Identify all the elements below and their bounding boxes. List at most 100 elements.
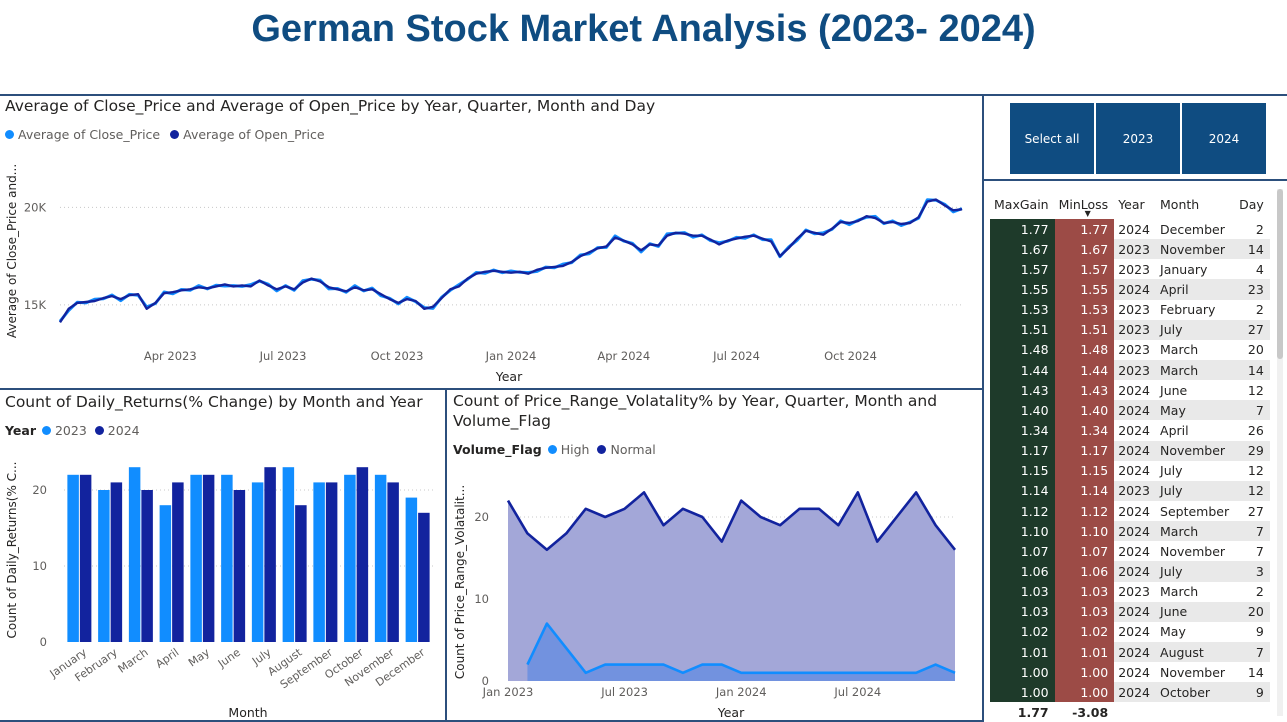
column-header-minloss[interactable]: MinLoss ▼ bbox=[1055, 189, 1115, 219]
bar-2024-june[interactable] bbox=[233, 490, 246, 642]
max-gain-min-loss-table[interactable]: MaxGain MinLoss ▼ Year Month Day 1.77 1.7… bbox=[984, 183, 1287, 722]
table-cell-year: 2024 bbox=[1118, 221, 1151, 237]
slicer-select-all-button[interactable]: Select all bbox=[1010, 103, 1094, 174]
slicer-2024-button[interactable]: 2024 bbox=[1182, 103, 1266, 174]
table-row[interactable]: 1.06 1.06 2024 July 3 bbox=[990, 561, 1270, 582]
table-row[interactable]: 1.02 1.02 2024 May 9 bbox=[990, 621, 1270, 642]
table-cell-year: 2024 bbox=[1118, 382, 1151, 398]
bar-2023-april[interactable] bbox=[159, 505, 172, 642]
table-cell-year: 2024 bbox=[1114, 601, 1157, 622]
table-row[interactable]: 1.48 1.48 2023 March 20 bbox=[990, 339, 1270, 360]
table-scrollbar[interactable] bbox=[1277, 189, 1283, 716]
bar-2023-march[interactable] bbox=[128, 467, 141, 642]
table-cell-minloss: 1.02 bbox=[1054, 621, 1115, 642]
table-row[interactable]: 1.01 1.01 2024 August 7 bbox=[990, 641, 1270, 663]
close-price-series-line[interactable] bbox=[58, 198, 963, 323]
column-header-day[interactable]: Day bbox=[1239, 196, 1264, 212]
table-cell-minloss: 1.14 bbox=[1054, 480, 1115, 501]
normal-series-line[interactable] bbox=[506, 491, 957, 552]
table-row[interactable]: 1.57 1.57 2023 January 4 bbox=[990, 259, 1270, 280]
bar-2024-april[interactable] bbox=[172, 482, 184, 642]
table-row[interactable]: 1.17 1.17 2024 November 29 bbox=[990, 440, 1270, 461]
table-row[interactable]: 1.00 1.00 2024 October 9 bbox=[990, 682, 1270, 703]
column-header-year[interactable]: Year bbox=[1118, 196, 1145, 212]
table-row[interactable]: 1.51 1.51 2023 July 27 bbox=[990, 319, 1270, 340]
bar-2024-september[interactable] bbox=[325, 482, 338, 642]
table-cell-day: 26 bbox=[1247, 422, 1264, 438]
line-y-tick-label: 20K bbox=[24, 200, 47, 214]
table-row[interactable]: 1.43 1.43 2024 June 12 bbox=[990, 380, 1270, 401]
area-x-tick-label: Jul 2024 bbox=[833, 685, 881, 699]
table-cell-day: 9 bbox=[1235, 682, 1270, 703]
bar-2024-august[interactable] bbox=[295, 505, 307, 642]
table-cell-minloss: 1.57 bbox=[1054, 259, 1115, 280]
bar-2023-july[interactable] bbox=[251, 482, 264, 642]
bar-2023-september[interactable] bbox=[313, 482, 325, 642]
table-cell-day: 20 bbox=[1235, 601, 1270, 622]
table-row[interactable]: 1.15 1.15 2024 July 12 bbox=[990, 460, 1270, 481]
line-x-tick-label: Oct 2024 bbox=[824, 349, 877, 363]
table-row[interactable]: 1.77 1.77 2024 December 2 bbox=[990, 219, 1270, 240]
table-row[interactable]: 1.03 1.03 2024 June 20 bbox=[990, 601, 1270, 622]
daily-returns-bar-chart[interactable]: Count of Daily_Returns(% Change) by Mont… bbox=[0, 390, 445, 722]
close-open-price-line-chart[interactable]: Average of Close_Price and Average of Op… bbox=[0, 96, 982, 388]
column-header-maxgain[interactable]: MaxGain bbox=[994, 196, 1049, 212]
bar-2023-august[interactable] bbox=[282, 467, 295, 642]
bar-2024-december[interactable] bbox=[418, 512, 430, 642]
table-row[interactable]: 1.12 1.12 2024 September 27 bbox=[990, 500, 1270, 522]
table-row[interactable]: 1.14 1.14 2023 July 12 bbox=[990, 480, 1270, 501]
area-legend-title: Volume_Flag bbox=[453, 442, 542, 457]
table-row[interactable]: 1.07 1.07 2024 November 7 bbox=[990, 541, 1270, 562]
table-row[interactable]: 1.67 1.67 2023 November 14 bbox=[990, 239, 1270, 260]
bar-2023-october[interactable] bbox=[344, 474, 356, 642]
bar-2023-june[interactable] bbox=[221, 474, 233, 642]
legend-label-2024[interactable]: 2024 bbox=[107, 423, 140, 438]
legend-label-close[interactable]: Average of Close_Price bbox=[18, 127, 161, 142]
open-price-series-line[interactable] bbox=[58, 198, 963, 324]
legend-label-high[interactable]: High bbox=[560, 442, 590, 457]
table-cell-month: August bbox=[1156, 641, 1236, 663]
table-cell-month: February bbox=[1160, 302, 1216, 318]
table-cell-maxgain: 1.02 bbox=[990, 621, 1055, 642]
bar-2024-february[interactable] bbox=[110, 482, 123, 642]
column-header-month[interactable]: Month bbox=[1160, 196, 1200, 212]
bar-2024-october[interactable] bbox=[356, 467, 369, 642]
table-cell-month: March bbox=[1156, 521, 1236, 542]
legend-label-normal[interactable]: Normal bbox=[610, 442, 656, 457]
table-row[interactable]: 1.55 1.55 2024 April 23 bbox=[990, 279, 1270, 300]
table-cell-year: 2024 bbox=[1118, 503, 1151, 519]
table-cell-month: October bbox=[1156, 682, 1236, 703]
bar-chart-title: Count of Daily_Returns(% Change) by Mont… bbox=[5, 393, 423, 411]
table-cell-minloss: 1.77 bbox=[1054, 219, 1115, 240]
table-cell-year: 2023 bbox=[1114, 359, 1157, 381]
bar-2024-july[interactable] bbox=[264, 467, 276, 642]
table-row[interactable]: 1.40 1.40 2024 May 7 bbox=[990, 400, 1270, 421]
table-scrollbar-thumb[interactable] bbox=[1277, 189, 1283, 359]
bar-2024-march[interactable] bbox=[141, 490, 153, 642]
bar-x-tick-label: March bbox=[116, 646, 151, 676]
bar-2023-november[interactable] bbox=[374, 474, 387, 642]
slicer-2023-button[interactable]: 2023 bbox=[1096, 103, 1180, 174]
bar-2024-january[interactable] bbox=[79, 474, 92, 642]
bar-2024-november[interactable] bbox=[387, 482, 399, 642]
bar-2023-january[interactable] bbox=[67, 474, 79, 642]
table-row[interactable]: 1.34 1.34 2024 April 26 bbox=[990, 420, 1270, 441]
volatility-area-chart[interactable]: Count of Price_Range_Volatality% by Year… bbox=[447, 390, 982, 722]
bar-2024-may[interactable] bbox=[202, 474, 215, 642]
table-cell-maxgain: 1.00 bbox=[990, 682, 1055, 703]
table-row[interactable]: 1.10 1.10 2024 March 7 bbox=[990, 521, 1270, 542]
high-series-line[interactable] bbox=[526, 622, 956, 675]
table-row[interactable]: 1.00 1.00 2024 November 14 bbox=[990, 662, 1270, 683]
legend-label-open: Average of Open_Price bbox=[183, 127, 325, 142]
bar-2023-february[interactable] bbox=[98, 490, 110, 642]
table-cell-minloss: 1.10 bbox=[1054, 521, 1115, 542]
table-cell-year: 2024 bbox=[1114, 641, 1157, 663]
table-row[interactable]: 1.44 1.44 2023 March 14 bbox=[990, 359, 1270, 381]
table-row[interactable]: 1.53 1.53 2023 February 2 bbox=[990, 299, 1270, 320]
legend-label-2023[interactable]: 2023 bbox=[54, 423, 87, 438]
table-cell-day: 27 bbox=[1235, 319, 1270, 340]
bar-2023-december[interactable] bbox=[405, 497, 418, 642]
table-row[interactable]: 1.03 1.03 2023 March 2 bbox=[990, 581, 1270, 602]
bar-2023-may[interactable] bbox=[190, 474, 202, 642]
